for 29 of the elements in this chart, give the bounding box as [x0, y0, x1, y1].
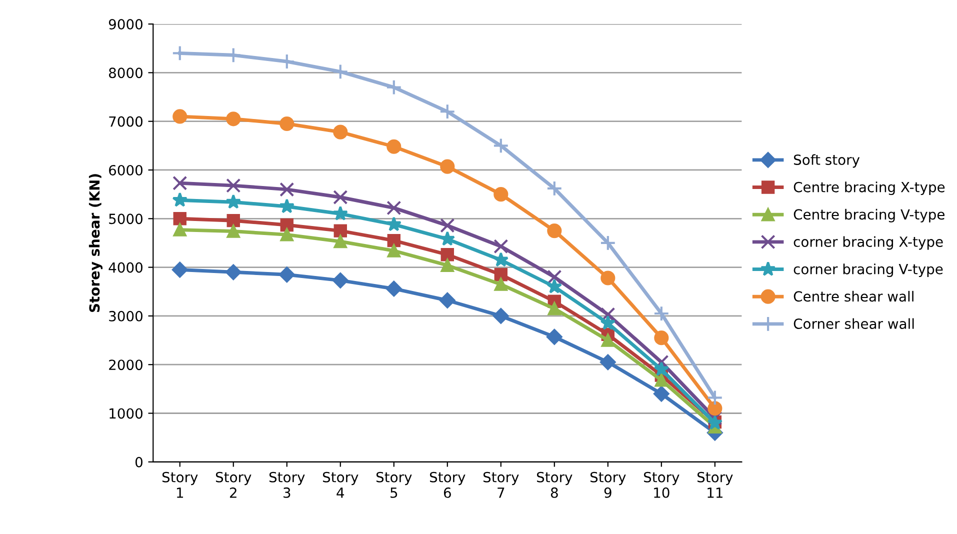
- x-tick-label: Story 10: [644, 472, 680, 498]
- x-tick-label: Story 2: [216, 472, 252, 498]
- x-tick-label: Story 4: [322, 472, 358, 498]
- legend-label: corner bracing V-type: [794, 264, 943, 278]
- y-axis-title: Storey shear (KN): [88, 174, 102, 312]
- x-tick-label: Story 3: [269, 472, 305, 498]
- legend-label: Soft story: [794, 154, 860, 168]
- legend-label: Corner shear wall: [794, 318, 914, 329]
- y-tick-label: 8000: [108, 68, 142, 78]
- y-tick-label: 5000: [109, 214, 142, 224]
- y-tick-label: 7000: [109, 116, 142, 127]
- legend-label: Centre bracing X-type: [794, 182, 945, 196]
- legend-label: Centre shear wall: [794, 290, 914, 302]
- x-tick-label: Story 9: [590, 472, 626, 498]
- y-tick-label: 4000: [108, 262, 142, 273]
- y-tick-label: 9000: [108, 19, 142, 30]
- legend-label: Centre bracing V-type: [794, 208, 944, 222]
- x-tick-label: Story 5: [376, 472, 412, 498]
- y-tick-label: 1000: [110, 408, 142, 419]
- y-tick-label: 2000: [109, 360, 142, 370]
- y-tick-label: 0: [135, 456, 142, 468]
- x-tick-label: Story 1: [162, 472, 198, 498]
- x-tick-label: Story 7: [483, 472, 519, 498]
- x-tick-label: Story 11: [697, 472, 733, 498]
- x-tick-label: Story 8: [536, 472, 572, 498]
- y-tick-label: 6000: [109, 164, 142, 176]
- x-tick-label: Story 6: [430, 472, 466, 498]
- y-tick-label: 3000: [109, 310, 142, 322]
- legend-label: corner bracing X-type: [794, 236, 943, 250]
